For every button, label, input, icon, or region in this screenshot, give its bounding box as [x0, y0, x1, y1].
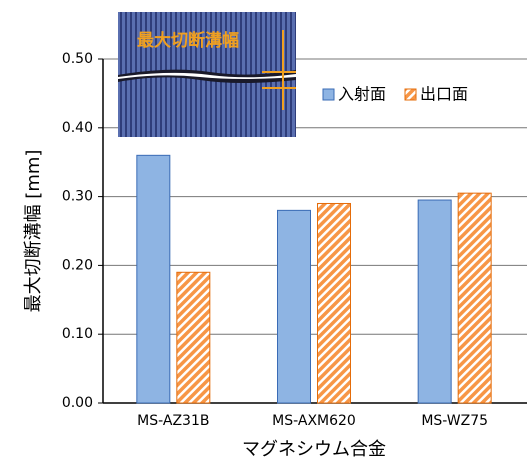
legend: 入射面 出口面: [322, 85, 468, 104]
legend-label: 出口面: [420, 85, 468, 104]
x-tick-label: MS-AXM620: [272, 413, 356, 429]
legend-label: 入射面: [338, 85, 386, 104]
bar: [277, 209, 311, 404]
bar: [457, 192, 492, 404]
bar: [317, 202, 351, 404]
plot-area: 0.00 0.10 0.20 0.30 0.40 0.50 MS-AZ31B MS-AXM62…: [62, 51, 527, 429]
inset-photo: 最大切断溝幅: [118, 12, 296, 137]
legend-swatch: [404, 88, 417, 101]
x-axis-title: マグネシウム合金: [242, 439, 386, 460]
y-tick-label: 0.00: [62, 395, 93, 411]
x-tick-label: MS-WZ75: [421, 413, 488, 429]
y-tick-label: 0.40: [62, 120, 93, 136]
bar: [417, 199, 452, 404]
legend-swatch: [322, 88, 335, 101]
y-axis-title: 最大切断溝幅 [mm]: [23, 150, 44, 313]
y-tick-label: 0.20: [62, 257, 93, 273]
y-tick-label: 0.10: [62, 326, 93, 342]
y-tick-label: 0.50: [62, 51, 93, 67]
y-tick-label: 0.30: [62, 189, 93, 205]
bar: [176, 271, 211, 404]
x-tick-label: MS-AZ31B: [137, 413, 209, 429]
bar: [136, 154, 171, 404]
annotation: 最大切断溝幅: [137, 30, 239, 51]
